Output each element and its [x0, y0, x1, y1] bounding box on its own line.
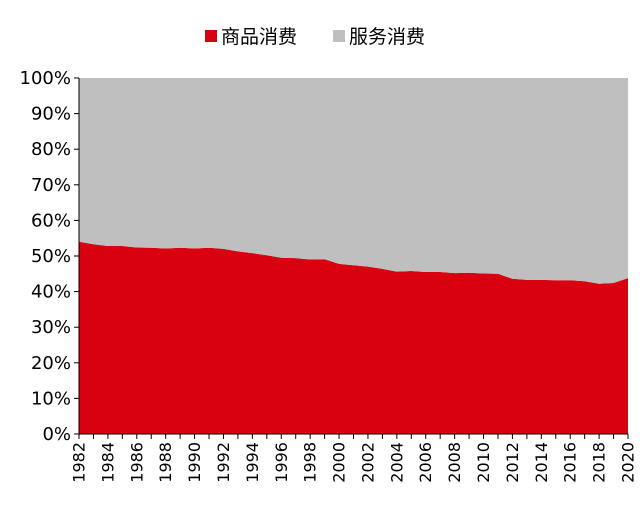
x-tick-label: 2000	[330, 442, 349, 483]
y-tick-label: 50%	[31, 246, 71, 267]
y-tick-label: 40%	[31, 282, 71, 303]
x-tick-label: 1996	[272, 442, 291, 483]
y-axis: 0% 10% 20% 30% 40% 50% 60% 70% 80% 90% 100%	[20, 68, 80, 445]
legend-swatch	[333, 30, 345, 42]
x-tick-label: 2006	[416, 442, 435, 483]
x-tick-label: 1988	[156, 442, 175, 483]
y-tick-label: 0%	[42, 424, 71, 445]
y-tick-label: 30%	[31, 317, 71, 338]
x-tick-label: 1990	[185, 442, 204, 483]
x-tick-label: 1994	[243, 442, 262, 483]
x-tick-label: 2016	[561, 442, 580, 483]
y-tick-label: 70%	[31, 175, 71, 196]
area-series-1	[79, 78, 628, 284]
legend-label: 商品消费	[221, 26, 297, 48]
y-tick-label: 60%	[31, 210, 71, 231]
x-tick-label: 2012	[503, 442, 522, 483]
area-series-0	[79, 241, 628, 434]
x-tick-label: 2010	[474, 442, 493, 483]
x-tick-label: 2014	[532, 442, 551, 483]
x-tick-label: 2002	[358, 442, 377, 483]
y-tick-label: 80%	[31, 139, 71, 160]
y-tick-label: 20%	[31, 353, 71, 374]
legend-label: 服务消费	[349, 26, 425, 48]
legend: 商品消费 服务消费	[205, 26, 425, 48]
x-axis: 1982 1984 1986 1988 1990 1992 1994 1996 1998 2000…	[70, 433, 638, 483]
x-tick-label: 2008	[445, 442, 464, 483]
x-tick-label: 2020	[619, 442, 638, 483]
plot-area	[79, 78, 628, 434]
x-tick-label: 1984	[98, 442, 117, 483]
x-tick-label: 1986	[127, 442, 146, 483]
y-tick-label: 90%	[31, 104, 71, 125]
x-tick-label: 2004	[387, 442, 406, 483]
x-tick-label: 1998	[301, 442, 320, 483]
y-tick-label: 10%	[31, 388, 71, 409]
legend-swatch	[205, 30, 217, 42]
x-tick-label: 2018	[590, 442, 609, 483]
x-tick-label: 1992	[214, 442, 233, 483]
y-tick-label: 100%	[20, 68, 71, 89]
x-tick-label: 1982	[70, 442, 89, 483]
